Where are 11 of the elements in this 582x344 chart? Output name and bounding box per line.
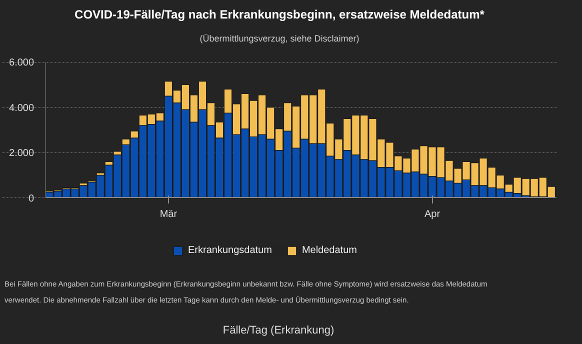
chart-title: COVID-19-Fälle/Tag nach Erkrankungsbeginn, ersatzweise Meldedatum* (74, 8, 485, 22)
y-tick-label: 0 (28, 193, 34, 204)
legend-label: Meldedatum (302, 245, 357, 256)
chart-subtitle: (Übermittlungsverzug, siehe Disclaimer) (200, 34, 360, 44)
x-tick-label: Mär (160, 208, 178, 220)
x-tick-label: Apr (424, 208, 441, 220)
y-tick-label: 6.000 (9, 58, 34, 69)
y-tick-label: 4.000 (9, 102, 34, 114)
text: Fälle/Tag (Erkrankung) (222, 324, 334, 336)
legend-label: Erkrankungsdatum (188, 245, 272, 256)
y-tick-label: 2.000 (9, 148, 34, 160)
